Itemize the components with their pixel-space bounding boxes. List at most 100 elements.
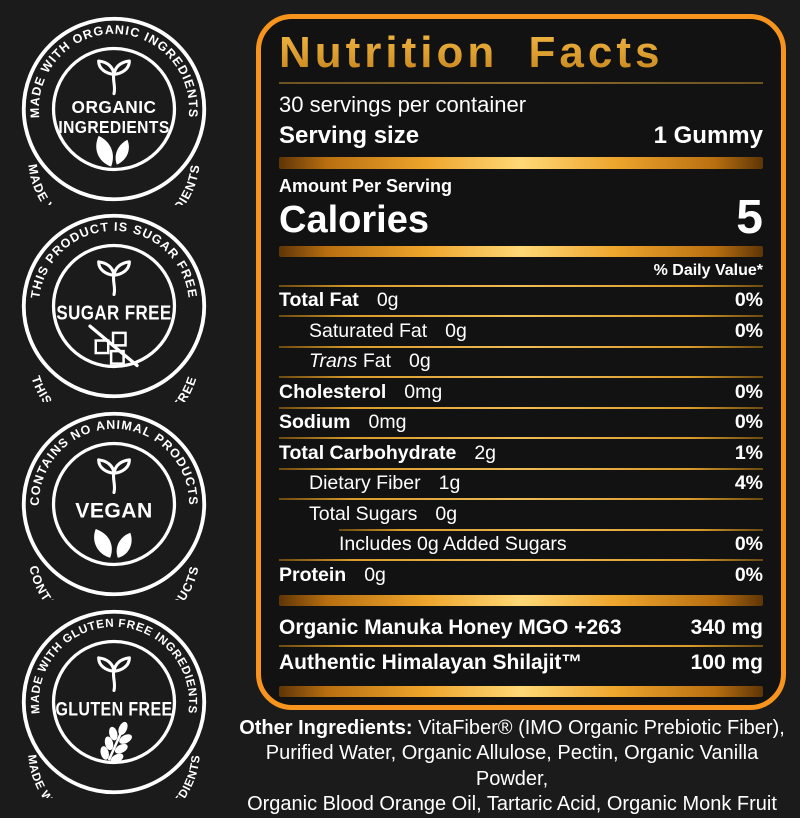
nutrient-row-sodium: Sodium 0mg 0% (279, 409, 763, 438)
seedling-icon (97, 260, 131, 297)
nutrient-amount: 2g (474, 441, 497, 464)
row-divider (279, 315, 763, 318)
nutrient-name: Dietary Fiber (309, 472, 421, 495)
badge-title: SUGAR FREE (56, 302, 171, 324)
nutrient-name: Total Fat (279, 289, 359, 312)
badge-inner-ring (51, 441, 177, 567)
badge-outer-ring (21, 213, 207, 399)
supplement-name: Authentic Himalayan Shilajit™ (279, 651, 583, 675)
supplement-value: 340 mg (690, 616, 763, 640)
supplement-row-manuka-honey: Organic Manuka Honey MGO +263 340 mg (279, 612, 763, 645)
thick-gold-bar (279, 245, 763, 257)
other-ingredients-line3: Organic Blood Orange Oil, Tartaric Acid,… (247, 793, 777, 816)
sugar-cubes-crossed-icon (88, 324, 139, 368)
nutrient-amount: 0g (364, 563, 386, 586)
calories-row: Calories 5 (279, 191, 763, 245)
badge-inner-ring (51, 243, 177, 369)
nutrient-name: Sodium (279, 411, 351, 434)
badge-inner-ring (51, 46, 177, 172)
wheat-icon (100, 721, 132, 764)
calories-value: 5 (736, 191, 763, 245)
nutrient-name: Cholesterol (279, 380, 387, 403)
nutrient-name: Total Sugars (309, 502, 418, 525)
nutrient-amount: 0g (409, 350, 431, 373)
thick-gold-bar (279, 685, 763, 697)
row-divider (279, 559, 763, 562)
supplement-value: 100 mg (690, 651, 763, 675)
nutrient-name: Includes 0g Added Sugars (339, 533, 567, 556)
leaves-icon (94, 528, 132, 558)
nutrient-dv: 0% (734, 563, 763, 586)
nutrient-amount: 0mg (368, 411, 407, 434)
nutrient-amount: 0mg (404, 380, 443, 403)
badge-title-line1: ORGANIC (72, 97, 157, 117)
nutrient-row-dietary-fiber: Dietary Fiber 1g 4% (279, 470, 763, 499)
nutrient-amount: 0g (376, 289, 399, 312)
nutrient-amount: 1g (438, 472, 461, 495)
nutrition-facts-panel: Nutrition Facts 30 servings per containe… (256, 14, 786, 710)
nutrient-row-total-fat: Total Fat 0g 0% (279, 287, 763, 316)
row-divider (279, 406, 763, 409)
nutrient-name: Protein (279, 563, 347, 586)
nutrient-amount: 0g (435, 502, 458, 525)
daily-value-header: % Daily Value* (653, 261, 763, 279)
nutrient-row-added-sugars: Includes 0g Added Sugars 0% (279, 531, 763, 560)
seedling-icon (97, 59, 131, 96)
row-divider (279, 498, 763, 501)
other-ingredients-line1: Other Ingredients: VitaFiber® (IMO Organ… (239, 717, 785, 739)
amount-per-serving-label: Amount Per Serving (279, 176, 453, 197)
serving-size-label: Serving size (279, 122, 420, 150)
serving-size-row: Serving size 1 Gummy (279, 120, 763, 154)
row-divider (279, 345, 763, 348)
badge-vegan: CONTAINS NO ANIMAL PRODUCTS CONTAINS NO … (21, 411, 207, 600)
row-divider (279, 644, 763, 647)
row-divider (279, 467, 763, 470)
row-divider (279, 437, 763, 440)
thick-gold-bar (279, 594, 763, 606)
title-rule (279, 82, 763, 84)
nutrient-dv: 4% (734, 472, 763, 495)
badge-title-line2: INGREDIENTS (58, 117, 169, 137)
nutrient-row-saturated-fat: Saturated Fat 0g 0% (279, 317, 763, 346)
nutrient-row-trans-fat: Trans Fat 0g (279, 348, 763, 377)
nutrient-name: Saturated Fat (309, 319, 428, 342)
badge-outer-ring (21, 16, 207, 202)
servings-per-container: 30 servings per container (279, 92, 527, 117)
nutrient-row-cholesterol: Cholesterol 0mg 0% (279, 378, 763, 407)
footnote-not-significant: Not a significant source of vitamin D, c… (279, 703, 711, 705)
nutrient-dv: 0% (734, 533, 763, 556)
badge-title: GLUTEN FREE (55, 699, 172, 720)
badge-gluten-free: MADE WITH GLUTEN FREE INGREDIENTS MADE W… (21, 609, 207, 798)
nutrient-dv: 1% (734, 441, 763, 464)
nutrient-row-protein: Protein 0g 0% (279, 561, 763, 590)
nutrient-dv: 0% (734, 380, 763, 403)
nutrient-row-total-carbohydrate: Total Carbohydrate 2g 1% (279, 439, 763, 468)
row-divider (279, 284, 763, 287)
calories-label: Calories (279, 198, 429, 241)
row-divider (279, 376, 763, 379)
leaf-icon (96, 135, 129, 167)
other-ingredients-label: Other Ingredients: (239, 717, 413, 739)
badge-sugar-free: THIS PRODUCT IS SUGAR FREE THIS PRODUCT … (21, 213, 207, 402)
row-divider-indented (339, 528, 763, 531)
badge-title: VEGAN (75, 499, 152, 522)
nutrient-dv: 0% (734, 411, 763, 434)
other-ingredients-line2: Purified Water, Organic Allulose, Pectin… (265, 742, 759, 790)
badge-outer-ring (21, 411, 207, 597)
thick-gold-bar (279, 157, 763, 170)
nutrient-name: Total Carbohydrate (279, 441, 457, 464)
panel-title: Nutrition Facts (279, 29, 763, 75)
nutrient-dv: 0% (734, 289, 763, 312)
serving-size-value: 1 Gummy (653, 122, 763, 150)
nutrient-name: Trans Fat (309, 350, 392, 373)
seedling-icon (97, 458, 131, 495)
nutrient-row-total-sugars: Total Sugars 0g (279, 500, 763, 529)
seedling-icon (97, 656, 131, 693)
badge-outer-ring (21, 609, 207, 795)
badge-organic-ingredients: MADE WITH ORGANIC INGREDIENTS MADE WITH … (21, 16, 207, 205)
nutrient-dv: 0% (734, 319, 763, 342)
supplement-name: Organic Manuka Honey MGO +263 (279, 616, 622, 640)
other-ingredients: Other Ingredients: VitaFiber® (IMO Organ… (230, 716, 794, 818)
supplement-row-shilajit: Authentic Himalayan Shilajit™ 100 mg (279, 647, 763, 680)
nutrient-amount: 0g (445, 319, 467, 342)
